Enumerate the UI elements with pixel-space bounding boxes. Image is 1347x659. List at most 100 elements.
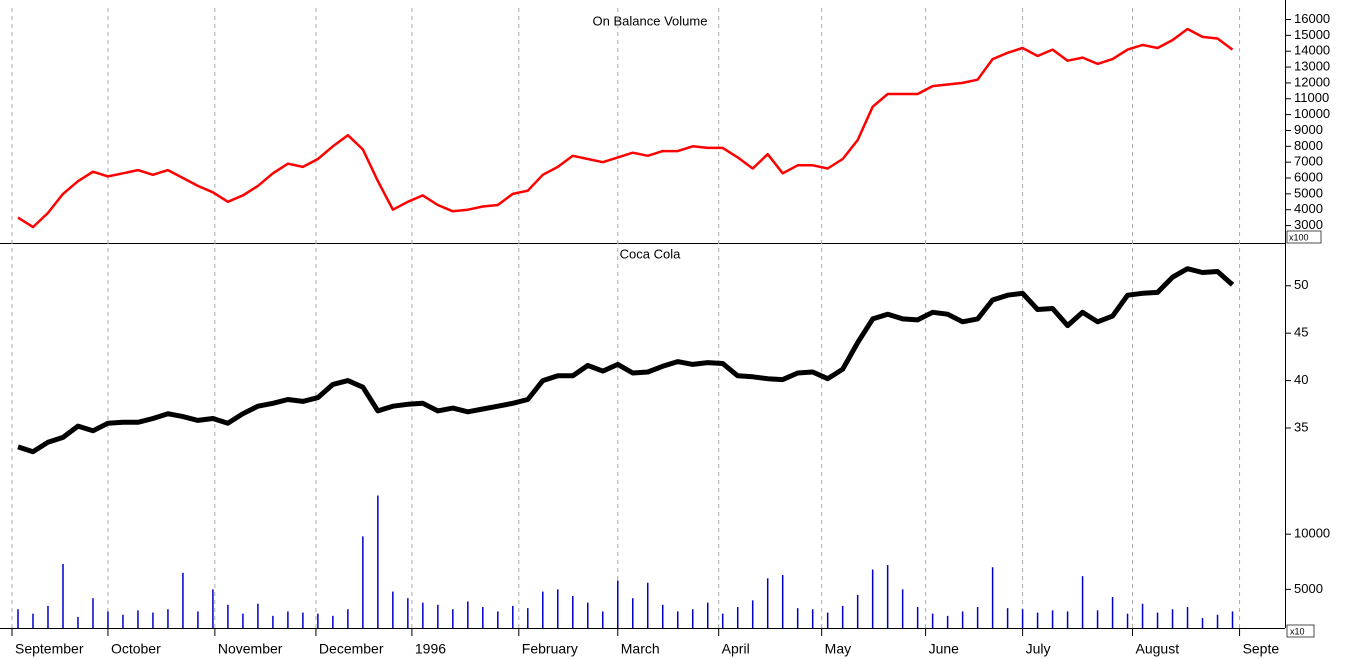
- volume-bar: [137, 610, 139, 628]
- volume-bar: [122, 614, 124, 628]
- volume-bar: [826, 612, 829, 628]
- volume-bar: [946, 615, 949, 628]
- volume-bar: [497, 611, 499, 628]
- x-tick-label: March: [621, 641, 660, 657]
- volume-bar: [691, 609, 694, 628]
- volume-bar: [302, 612, 304, 628]
- volume-bar: [931, 613, 934, 628]
- volume-bar: [766, 578, 769, 628]
- volume-bar: [1141, 603, 1144, 628]
- volume-bar: [362, 536, 364, 628]
- y-tick-label: 3000: [1294, 217, 1323, 232]
- volume-bar: [437, 604, 439, 628]
- volume-bar: [676, 611, 679, 628]
- volume-bar: [796, 608, 799, 628]
- obv-title: On Balance Volume: [593, 13, 708, 28]
- y-tick-label: 8000: [1294, 138, 1323, 153]
- volume-bar: [1036, 612, 1039, 628]
- volume-bar: [467, 601, 469, 628]
- y-tick-label: 12000: [1294, 74, 1330, 89]
- volume-bar: [422, 602, 424, 628]
- volume-bar: [602, 611, 604, 628]
- volume-bar: [632, 598, 634, 628]
- y-tick-label: 10000: [1294, 106, 1330, 121]
- volume-bar: [647, 582, 649, 628]
- y-tick-label: 5000: [1294, 581, 1323, 596]
- volume-bar: [92, 598, 94, 628]
- volume-bar: [377, 495, 379, 628]
- volume-bar: [557, 589, 559, 628]
- unit-box: [1286, 624, 1315, 638]
- y-tick-label: 35: [1294, 419, 1308, 434]
- volume-bar: [811, 609, 814, 628]
- volume-bar: [452, 609, 454, 628]
- volume-bar: [916, 607, 919, 628]
- volume-bar: [736, 607, 739, 628]
- y-tick-label: 6000: [1294, 169, 1323, 184]
- volume-bar: [1066, 611, 1069, 628]
- x-tick-label: July: [1026, 641, 1051, 657]
- volume-bar: [182, 572, 184, 628]
- y-tick-label: 5000: [1294, 185, 1323, 200]
- volume-bar: [392, 591, 394, 628]
- volume-bar: [721, 613, 724, 628]
- y-tick-label: 9000: [1294, 122, 1323, 137]
- volume-bar: [257, 603, 259, 628]
- volume-bar: [242, 613, 244, 628]
- volume-bar: [272, 615, 274, 628]
- volume-bar: [1126, 613, 1129, 628]
- price-line: [17, 266, 1235, 455]
- volume-bar: [527, 608, 529, 628]
- x-tick-label: May: [825, 641, 851, 657]
- volume-bar: [332, 615, 334, 628]
- volume-bar: [1186, 607, 1189, 628]
- x-tick-label: April: [722, 641, 750, 657]
- volume-bar: [1171, 609, 1174, 628]
- price-line: [17, 27, 1234, 229]
- x-tick-label: October: [111, 641, 161, 657]
- y-tick-label: 7000: [1294, 154, 1323, 169]
- volume-bar: [661, 604, 664, 628]
- volume-bar: [77, 616, 79, 628]
- volume-bar: [152, 612, 154, 628]
- volume-bar: [856, 594, 859, 628]
- volume-bar: [572, 595, 574, 628]
- volume-bar: [976, 607, 979, 628]
- x-tick-label: December: [319, 641, 384, 657]
- y-tick-label: 16000: [1294, 11, 1330, 26]
- x-tick-label: August: [1136, 641, 1180, 657]
- y-tick-label: 45: [1294, 325, 1308, 340]
- y-tick-label: 13000: [1294, 58, 1330, 73]
- volume-bar: [1081, 576, 1084, 628]
- volume-bar: [227, 604, 229, 628]
- volume-bar: [32, 613, 34, 628]
- x-tick-label: Septe: [1243, 641, 1280, 657]
- x-tick-label: February: [522, 641, 578, 657]
- volume-bar: [1021, 609, 1024, 628]
- y-tick-label: 14000: [1294, 43, 1330, 58]
- volume-bar: [512, 605, 514, 628]
- y-tick-label: 40: [1294, 372, 1308, 387]
- volume-bar: [886, 565, 889, 628]
- volume-bar: [617, 580, 619, 628]
- volume-bar: [1006, 608, 1009, 628]
- price-title: Coca Cola: [620, 246, 681, 261]
- volume-bar: [706, 602, 709, 628]
- volume-bar: [407, 598, 409, 628]
- volume-bar: [841, 605, 844, 628]
- volume-bar: [47, 605, 49, 628]
- volume-bar: [1216, 614, 1219, 628]
- volume-bar: [482, 607, 484, 628]
- volume-bar: [901, 589, 904, 628]
- x-tick-label: September: [15, 641, 84, 657]
- volume-bar: [317, 613, 319, 628]
- volume-bar: [212, 589, 214, 628]
- volume-bar: [197, 611, 199, 628]
- volume-bar: [991, 567, 994, 628]
- volume-bar: [1111, 597, 1114, 628]
- y-tick-label: 50: [1294, 277, 1308, 292]
- volume-bar: [1096, 610, 1099, 628]
- obv-unit: x100: [1289, 232, 1309, 242]
- volume-bar: [587, 602, 589, 628]
